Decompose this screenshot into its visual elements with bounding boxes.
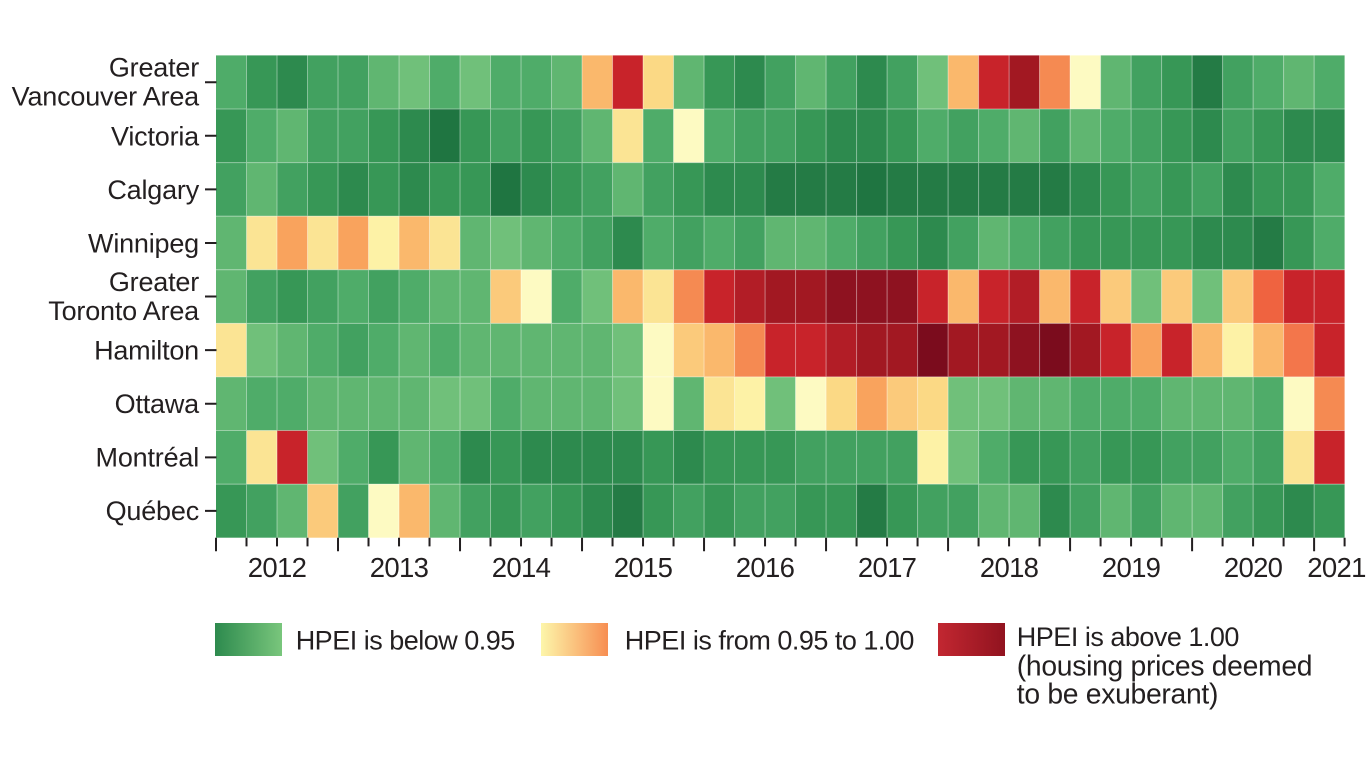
- svg-text:2019: 2019: [1102, 552, 1160, 583]
- svg-text:Vancouver Area: Vancouver Area: [12, 82, 201, 112]
- svg-text:Toronto Area: Toronto Area: [48, 296, 200, 326]
- svg-text:HPEI is from 0.95 to 1.00: HPEI is from 0.95 to 1.00: [625, 625, 914, 655]
- svg-text:Québec: Québec: [106, 496, 199, 526]
- svg-text:Ottawa: Ottawa: [115, 389, 201, 419]
- svg-text:Calgary: Calgary: [107, 175, 199, 205]
- svg-text:2015: 2015: [614, 552, 673, 583]
- svg-text:2016: 2016: [736, 552, 795, 583]
- svg-text:2020: 2020: [1224, 552, 1283, 583]
- svg-text:Montréal: Montréal: [96, 443, 199, 473]
- svg-text:Winnipeg: Winnipeg: [88, 229, 199, 259]
- svg-text:2017: 2017: [858, 552, 916, 583]
- svg-text:Greater: Greater: [109, 267, 199, 297]
- svg-text:HPEI is below 0.95: HPEI is below 0.95: [296, 625, 515, 655]
- svg-text:to be exuberant): to be exuberant): [1017, 678, 1218, 710]
- svg-text:2021: 2021: [1307, 552, 1365, 583]
- svg-text:2018: 2018: [980, 552, 1039, 583]
- svg-text:(housing prices deemed: (housing prices deemed: [1017, 650, 1312, 682]
- svg-text:2013: 2013: [370, 552, 429, 583]
- svg-text:2012: 2012: [248, 552, 306, 583]
- svg-text:HPEI is above 1.00: HPEI is above 1.00: [1017, 622, 1239, 652]
- svg-text:2014: 2014: [492, 552, 551, 583]
- svg-text:Greater: Greater: [109, 53, 199, 83]
- svg-text:Hamilton: Hamilton: [94, 336, 199, 366]
- svg-text:Victoria: Victoria: [111, 122, 200, 152]
